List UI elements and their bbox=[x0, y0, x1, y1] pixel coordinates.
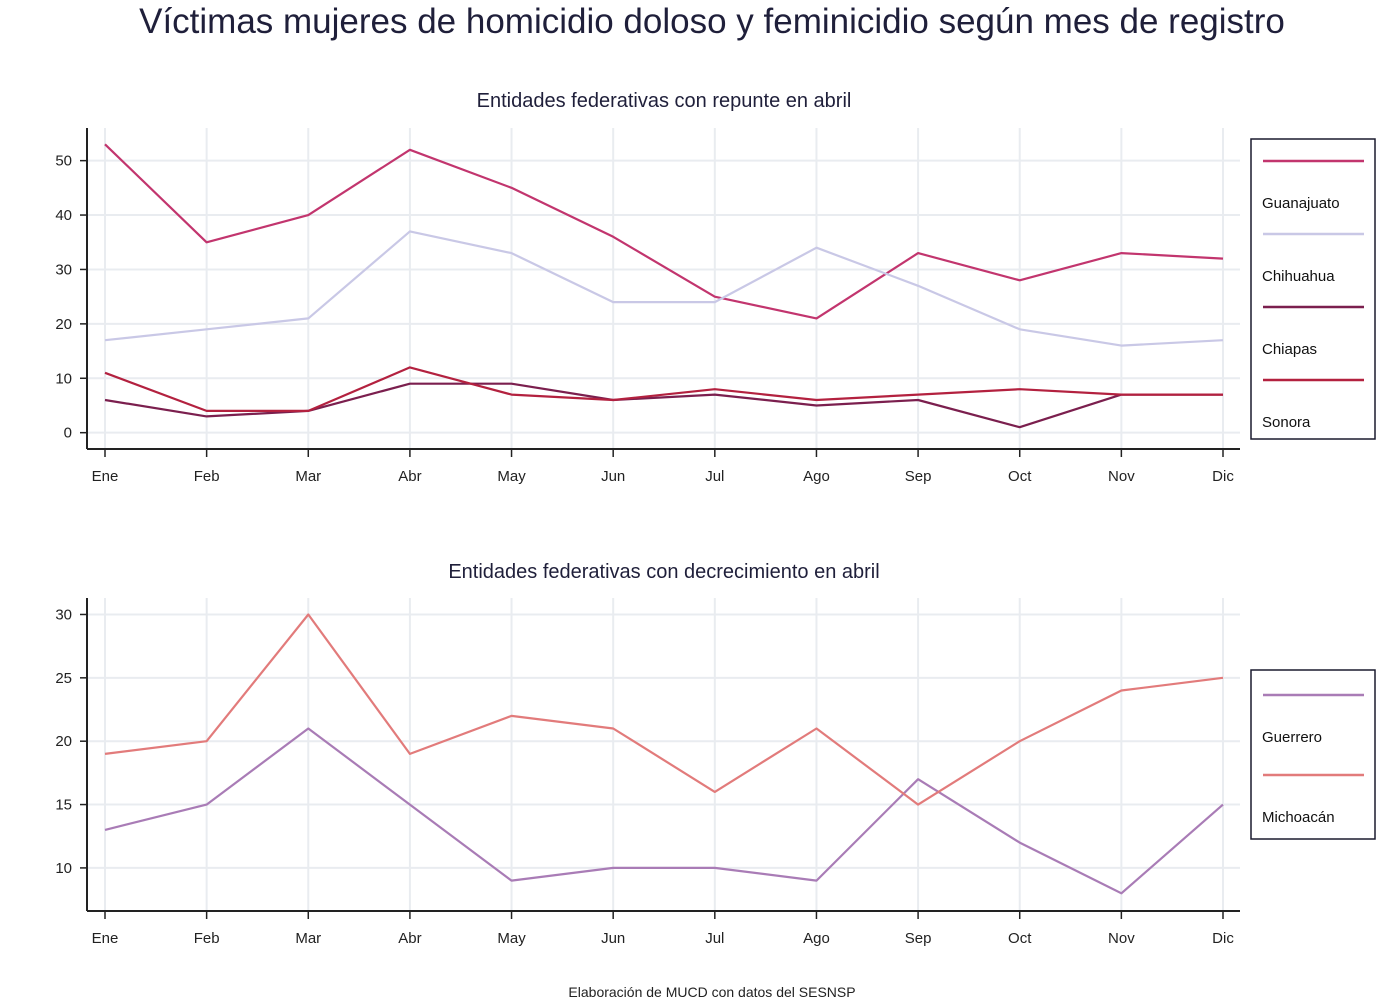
legend: Guerrero Michoacán bbox=[1250, 669, 1376, 840]
x-tick-label: Mar bbox=[295, 930, 321, 947]
x-tick-label: Oct bbox=[1008, 930, 1032, 947]
legend-label: Sonora bbox=[1262, 414, 1311, 431]
x-tick-label: Sep bbox=[905, 468, 932, 485]
y-tick-label: 20 bbox=[55, 733, 72, 750]
legend-label: Michoacán bbox=[1262, 809, 1335, 826]
x-tick-label: Jun bbox=[601, 468, 625, 485]
y-tick-label: 25 bbox=[55, 670, 72, 687]
series-line-guanajuato bbox=[104, 143, 1224, 320]
x-tick-label: Jul bbox=[705, 930, 724, 947]
x-tick-label: Ago bbox=[803, 930, 830, 947]
legend-label: Chihuahua bbox=[1262, 268, 1335, 285]
x-tick-label: Feb bbox=[194, 468, 220, 485]
x-tick-label: Nov bbox=[1108, 468, 1135, 485]
x-tick-label: Sep bbox=[905, 930, 932, 947]
y-tick-label: 10 bbox=[55, 860, 72, 877]
y-tick-label: 15 bbox=[55, 797, 72, 814]
series-line-michoacn bbox=[104, 613, 1224, 806]
legend: Guanajuato Chihuahua Chiapas Sonora bbox=[1250, 138, 1376, 440]
main-title: Víctimas mujeres de homicidio doloso y f… bbox=[139, 2, 1285, 41]
x-tick-label: Oct bbox=[1008, 468, 1032, 485]
legend-label: Guanajuato bbox=[1262, 195, 1340, 212]
y-tick-label: 10 bbox=[55, 370, 72, 387]
y-tick-label: 40 bbox=[55, 207, 72, 224]
x-tick-label: Feb bbox=[194, 930, 220, 947]
series-line-chihuahua bbox=[104, 230, 1224, 347]
x-tick-label: Dic bbox=[1212, 930, 1234, 947]
x-tick-label: Jul bbox=[705, 468, 724, 485]
chart-panel-1: Entidades federativas con repunte en abr… bbox=[55, 90, 1376, 485]
source-note: Elaboración de MUCD con datos del SESNSP bbox=[568, 984, 856, 1000]
x-tick-label: Ene bbox=[92, 930, 119, 947]
series-line-guerrero bbox=[104, 727, 1224, 895]
chart-panel-2: Entidades federativas con decrecimiento … bbox=[55, 561, 1376, 947]
panel-title: Entidades federativas con decrecimiento … bbox=[448, 561, 879, 583]
y-tick-label: 20 bbox=[55, 316, 72, 333]
x-tick-label: Mar bbox=[295, 468, 321, 485]
panel-title: Entidades federativas con repunte en abr… bbox=[477, 90, 852, 112]
y-tick-label: 0 bbox=[64, 425, 72, 442]
legend-label: Guerrero bbox=[1262, 729, 1322, 746]
x-tick-label: Abr bbox=[398, 468, 421, 485]
x-tick-label: Abr bbox=[398, 930, 421, 947]
x-tick-label: Ene bbox=[92, 468, 119, 485]
legend-box bbox=[1250, 669, 1376, 840]
y-tick-label: 50 bbox=[55, 153, 72, 170]
x-tick-label: Dic bbox=[1212, 468, 1234, 485]
legend-label: Chiapas bbox=[1262, 341, 1317, 358]
y-tick-label: 30 bbox=[55, 261, 72, 278]
x-tick-label: Nov bbox=[1108, 930, 1135, 947]
x-tick-label: May bbox=[497, 468, 526, 485]
series-line-sonora bbox=[104, 366, 1223, 412]
x-tick-label: Jun bbox=[601, 930, 625, 947]
legend-box bbox=[1250, 138, 1376, 440]
x-tick-label: Ago bbox=[803, 468, 830, 485]
y-tick-label: 30 bbox=[55, 606, 72, 623]
x-tick-label: May bbox=[497, 930, 526, 947]
